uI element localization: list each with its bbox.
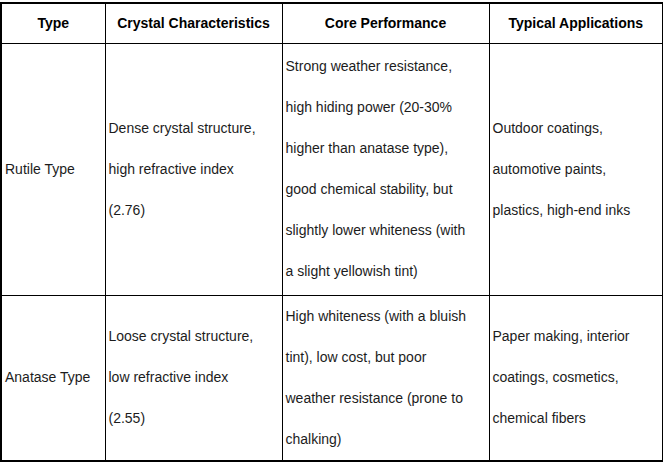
table-row-anatase: Anatase Type Loose crystal structure,low… xyxy=(1,295,663,461)
cell-anatase-type: Anatase Type xyxy=(1,295,105,461)
table-header-row: Type Crystal Characteristics Core Perfor… xyxy=(1,3,663,43)
rutile-applications-text: Outdoor coatings,automotive paints,plast… xyxy=(493,108,662,231)
table-row-rutile: Rutile Type Dense crystal structure,high… xyxy=(1,43,663,295)
tio2-comparison-table-wrap: Type Crystal Characteristics Core Perfor… xyxy=(0,2,663,462)
cell-rutile-type: Rutile Type xyxy=(1,43,105,295)
cell-anatase-typical-applications: Paper making, interiorcoatings, cosmetic… xyxy=(489,295,663,461)
rutile-crystal-text: Dense crystal structure,high refractive … xyxy=(109,108,281,231)
anatase-core-text: High whiteness (with a bluishtint), low … xyxy=(286,296,488,460)
rutile-core-text: Strong weather resistance,high hiding po… xyxy=(286,46,488,292)
column-header-type: Type xyxy=(1,3,105,43)
cell-anatase-crystal-characteristics: Loose crystal structure,low refractive i… xyxy=(105,295,282,461)
column-header-crystal-characteristics: Crystal Characteristics xyxy=(105,3,282,43)
anatase-crystal-text: Loose crystal structure,low refractive i… xyxy=(109,316,281,439)
cell-anatase-core-performance: High whiteness (with a bluishtint), low … xyxy=(282,295,489,461)
cell-rutile-crystal-characteristics: Dense crystal structure,high refractive … xyxy=(105,43,282,295)
tio2-comparison-table: Type Crystal Characteristics Core Perfor… xyxy=(0,2,663,462)
rutile-type-label: Rutile Type xyxy=(5,149,104,190)
cell-rutile-core-performance: Strong weather resistance,high hiding po… xyxy=(282,43,489,295)
anatase-type-label: Anatase Type xyxy=(5,357,104,398)
column-header-core-performance: Core Performance xyxy=(282,3,489,43)
anatase-applications-text: Paper making, interiorcoatings, cosmetic… xyxy=(493,316,662,439)
cell-rutile-typical-applications: Outdoor coatings,automotive paints,plast… xyxy=(489,43,663,295)
column-header-typical-applications: Typical Applications xyxy=(489,3,663,43)
